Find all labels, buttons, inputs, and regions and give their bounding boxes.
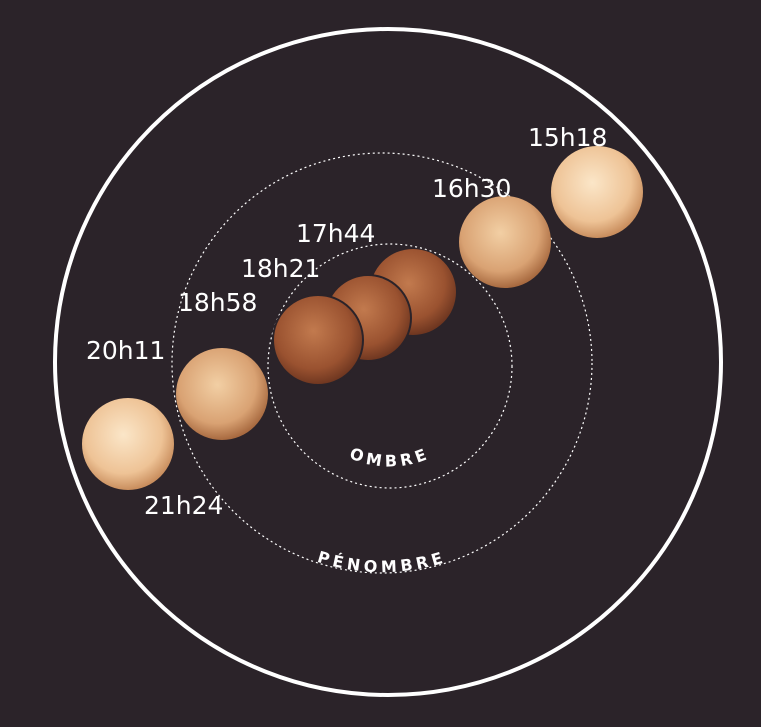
- moon: [82, 398, 174, 490]
- time-label: 21h24: [144, 491, 223, 520]
- time-label: 17h44: [296, 219, 375, 248]
- time-label: 15h18: [528, 123, 607, 152]
- time-label: 20h11: [86, 336, 165, 365]
- umbra-circle: [267, 243, 513, 489]
- outer-circle: [53, 27, 723, 697]
- penumbra-circle: [171, 152, 593, 574]
- moon: [176, 348, 268, 440]
- moon: [272, 294, 364, 386]
- time-label: 18h21: [241, 254, 320, 283]
- time-label: 16h30: [432, 174, 511, 203]
- time-label: 18h58: [178, 288, 257, 317]
- moon: [459, 196, 551, 288]
- moon: [551, 146, 643, 238]
